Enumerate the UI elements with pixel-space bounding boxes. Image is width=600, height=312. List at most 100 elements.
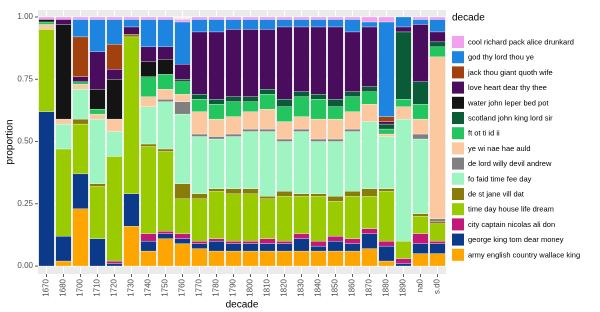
bar-segment — [327, 99, 344, 107]
bar-segment — [361, 16, 378, 23]
bar-segment — [123, 193, 140, 227]
bar-segment — [242, 128, 259, 132]
bar-segment — [55, 118, 72, 125]
legend-label: cool richard pack alice drunkard — [468, 37, 574, 46]
bar-segment — [361, 196, 378, 229]
bar-segment — [293, 26, 310, 92]
bar-segment — [259, 16, 276, 20]
bar-segment — [412, 216, 429, 234]
x-tick-label: 1780 — [212, 278, 221, 296]
bar-segment — [225, 29, 242, 97]
bar-segment — [395, 118, 412, 242]
bar-segment — [429, 221, 446, 224]
bar-segment — [259, 29, 276, 90]
bar-segment — [293, 131, 310, 194]
x-tick-label: 1810 — [263, 278, 272, 296]
bar-segment — [429, 46, 446, 57]
bar-segment — [259, 198, 276, 239]
bar-segment — [344, 96, 361, 112]
bar-segment — [429, 218, 446, 222]
bar-segment — [395, 258, 412, 264]
bar-segment — [378, 121, 395, 125]
bar-segment — [344, 91, 361, 97]
bar-segment — [55, 260, 72, 267]
bar-segment — [378, 116, 395, 122]
bar-segment — [123, 226, 140, 267]
legend-label: water john leper bed pot — [467, 98, 549, 107]
bar-segment — [242, 131, 259, 189]
legend-label: de lord willy devil andrew — [468, 159, 552, 168]
bar-segment — [72, 36, 89, 77]
bar-segment — [106, 131, 123, 157]
bar-segment — [106, 69, 123, 80]
bar-segment — [293, 233, 310, 239]
bar-segment — [140, 46, 157, 62]
bar-segment — [344, 31, 361, 92]
bar-segment — [412, 233, 429, 244]
bar-segment — [55, 235, 72, 262]
x-tick-label: 1830 — [297, 278, 306, 296]
bar-segment — [412, 118, 429, 135]
bar-segment — [293, 116, 310, 130]
legend-key — [452, 127, 464, 140]
legend-key — [452, 233, 464, 246]
legend-key — [452, 81, 464, 94]
bar-segment — [276, 196, 293, 242]
bar-segment — [310, 99, 327, 120]
bar-segment — [106, 156, 123, 262]
legend-label: scotland john king lord sir — [468, 113, 553, 122]
bar-segment — [395, 240, 412, 259]
bar-segment — [55, 24, 72, 120]
bar-segment — [140, 143, 157, 147]
bar-segment — [123, 16, 140, 20]
bar-segment — [259, 89, 276, 95]
bar-segment — [327, 196, 344, 202]
legend-label: jack thou giant quoth wife — [467, 68, 553, 77]
legend-key — [452, 172, 464, 185]
bar-segment — [293, 238, 310, 252]
bar-segment — [157, 151, 174, 232]
bar-segment — [361, 91, 378, 105]
bar-segment — [259, 196, 276, 199]
bar-segment — [259, 250, 276, 267]
x-tick-label: na0 — [416, 278, 425, 292]
bar-segment — [242, 96, 259, 102]
bar-segment — [310, 196, 327, 242]
bar-segment — [310, 94, 327, 100]
bar-segment — [174, 21, 191, 65]
bar-segment — [191, 243, 208, 249]
bar-segment — [276, 250, 293, 267]
bar-segment — [378, 133, 395, 137]
y-tick-label: 0.00 — [17, 261, 33, 270]
y-tick-label: 0.75 — [17, 74, 33, 83]
bar-segment — [276, 121, 293, 140]
y-axis-title: proportion — [5, 119, 16, 164]
bar-segment — [327, 235, 344, 242]
y-tick-label: 0.25 — [17, 199, 33, 208]
x-tick-label: 1840 — [314, 278, 323, 296]
bar-segment — [174, 81, 191, 95]
bar-segment — [140, 16, 157, 20]
bar-segment — [242, 29, 259, 97]
bar-segment — [327, 201, 344, 237]
bar-segment — [89, 51, 106, 90]
bar-segment — [174, 183, 191, 199]
bar-segment — [327, 106, 344, 120]
bar-segment — [259, 243, 276, 252]
x-tick-label: 1850 — [331, 278, 340, 296]
bar-segment — [174, 79, 191, 82]
bar-segment — [412, 81, 429, 105]
legend-key — [452, 51, 464, 64]
bar-segment — [361, 103, 378, 122]
legend-key — [452, 112, 464, 124]
bar-segment — [89, 108, 106, 115]
bar-segment — [106, 44, 123, 70]
bar-segment — [310, 250, 327, 267]
bar-segment — [310, 16, 327, 20]
bar-segment — [395, 16, 412, 28]
bar-segment — [157, 231, 174, 234]
bar-segment — [344, 243, 361, 252]
bar-segment — [191, 94, 208, 100]
bar-segment — [72, 84, 89, 90]
